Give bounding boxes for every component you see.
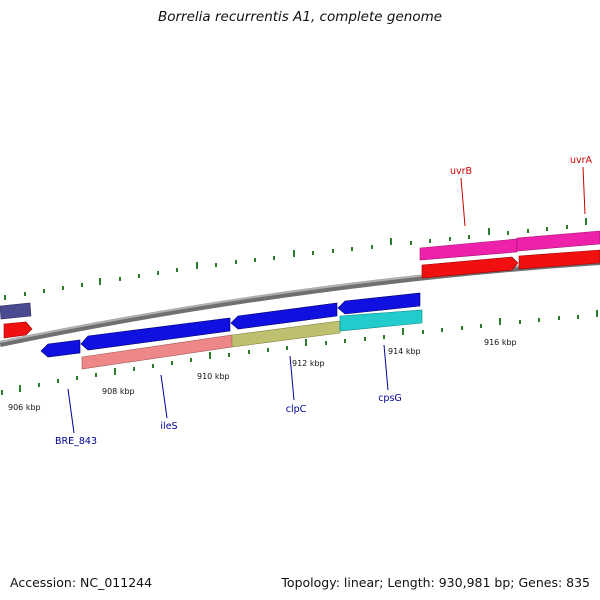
rna-cyan bbox=[339, 309, 423, 332]
gene-label-ileS: ileS bbox=[160, 421, 177, 432]
genome-backbone bbox=[0, 259, 600, 347]
scale-label-906: 906 kbp bbox=[8, 403, 41, 412]
gene-red-left bbox=[3, 321, 33, 339]
gene-clpC bbox=[230, 302, 338, 330]
gene-label-uvrB: uvrB bbox=[450, 166, 472, 177]
map-title: Borrelia recurrentis A1, complete genome bbox=[157, 9, 443, 25]
genome-backbone-highlight bbox=[0, 259, 600, 343]
pointer-cpsG bbox=[383, 344, 389, 391]
gene-red-2 bbox=[518, 249, 600, 270]
gene-BRE_843 bbox=[40, 339, 81, 358]
scale-label-916: 916 kbp bbox=[484, 338, 517, 347]
gene-uvrB bbox=[419, 238, 518, 261]
pointer-BRE_843 bbox=[67, 388, 75, 434]
scale-label-912: 912 kbp bbox=[292, 359, 325, 368]
gene-label-uvrA: uvrA bbox=[570, 155, 593, 166]
gene-uvrA bbox=[516, 230, 600, 252]
gene-label-clpC: clpC bbox=[286, 404, 307, 415]
scale-label-910: 910 kbp bbox=[197, 372, 230, 381]
gene-red-1 bbox=[421, 256, 519, 279]
pointer-uvrB bbox=[460, 177, 466, 227]
pointer-clpC bbox=[289, 355, 295, 401]
lower-tick-row bbox=[1, 310, 598, 395]
upper-tick-row bbox=[4, 218, 587, 300]
accession-text: Accession: NC_011244 bbox=[10, 575, 153, 590]
scale-label-914: 914 kbp bbox=[388, 347, 421, 356]
gene-navy bbox=[0, 302, 32, 320]
gene-label-cpsG: cpsG bbox=[378, 393, 402, 404]
genome-summary-text: Topology: linear; Length: 930,981 bp; Ge… bbox=[281, 575, 590, 590]
pointer-uvrA bbox=[582, 166, 586, 215]
gene-cpsG bbox=[337, 292, 421, 315]
forward-strand-genes bbox=[0, 230, 600, 339]
reverse-strand-genes bbox=[40, 292, 423, 370]
pointer-ileS bbox=[160, 374, 168, 419]
rna-olive bbox=[231, 320, 341, 348]
scale-label-908: 908 kbp bbox=[102, 387, 135, 396]
gene-label-BRE_843: BRE_843 bbox=[55, 436, 97, 447]
gene-ileS bbox=[80, 317, 231, 351]
